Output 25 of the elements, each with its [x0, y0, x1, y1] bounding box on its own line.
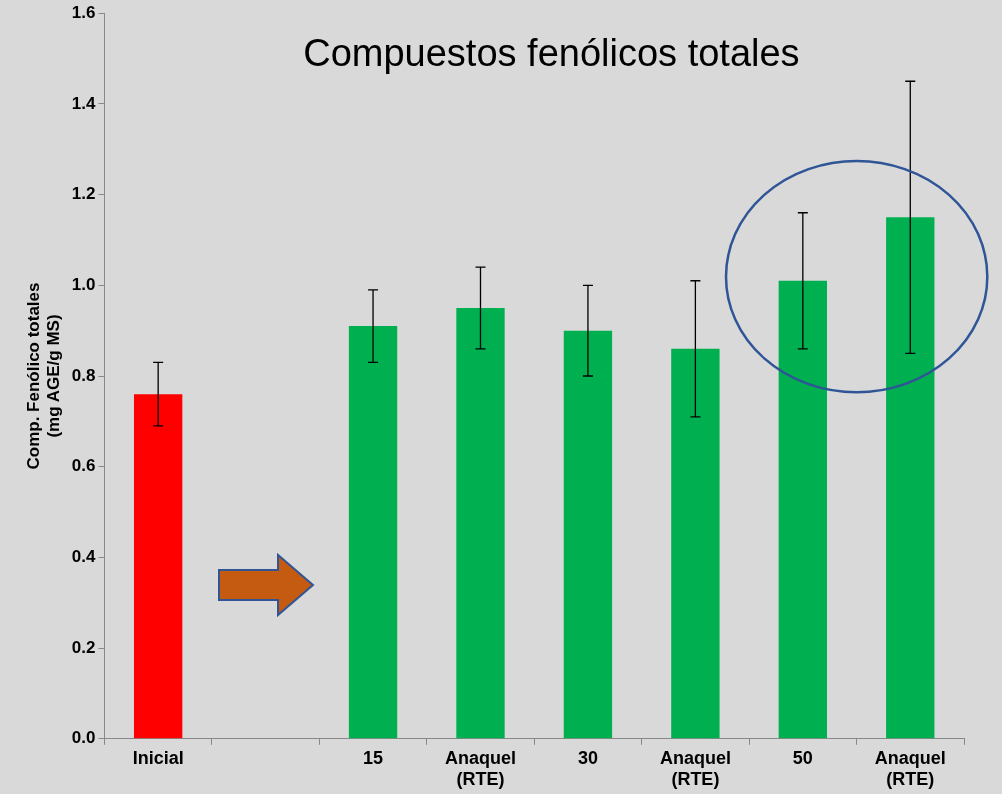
x-tick-label: 50 [792, 747, 813, 768]
bar [563, 330, 613, 739]
bar [456, 307, 505, 739]
y-tick-label: 0.0 [71, 728, 96, 748]
bar [133, 394, 183, 739]
x-tick-label: 30 [577, 747, 598, 768]
y-axis-title: Comp. Fenólico totales (mg AGE/g MS) [23, 282, 64, 470]
y-tick-label: 0.8 [71, 365, 96, 385]
y-tick-label: 0.4 [71, 547, 96, 567]
bar [671, 348, 720, 739]
bar [348, 326, 398, 739]
x-tick-label: Anaquel (RTE) [659, 747, 731, 790]
y-tick-label: 1.0 [71, 274, 96, 294]
y-tick-label: 0.6 [71, 456, 96, 476]
bar [886, 217, 935, 739]
text: Compuestos fenólicos totales [303, 31, 800, 74]
y-tick-label: 0.2 [71, 637, 96, 657]
y-tick-label: 1.6 [71, 2, 96, 22]
y-tick-label: 1.2 [71, 184, 96, 204]
x-tick-label: Inicial [132, 747, 184, 768]
y-tick-label: 1.4 [71, 93, 96, 113]
x-tick-label: Anaquel (RTE) [444, 747, 516, 790]
x-tick-label: 15 [363, 747, 384, 768]
x-tick-label: Anaquel (RTE) [874, 747, 946, 790]
bar [778, 280, 828, 739]
